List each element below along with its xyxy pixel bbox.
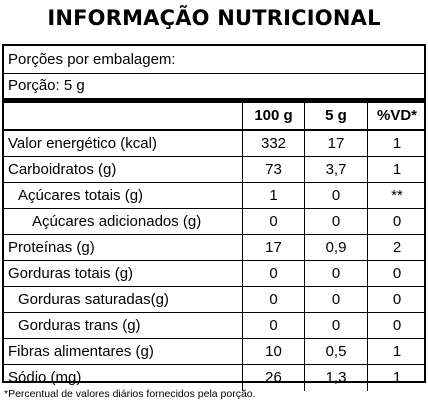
row-label: Proteínas (g) — [8, 239, 95, 256]
row-divider — [4, 208, 424, 209]
value-per-100g: 17 — [242, 235, 304, 261]
row-divider — [4, 338, 424, 339]
value-daily-percent: 0 — [367, 261, 426, 287]
value-per-100g: 1 — [242, 183, 304, 209]
value-per-100g: 0 — [242, 261, 304, 287]
nutrition-table: Porções por embalagem: Porção: 5 g 100 g… — [2, 44, 426, 391]
header-divider — [4, 129, 424, 131]
table-row: Proteínas (g) 17 0,9 2 — [4, 235, 424, 261]
value-per-100g: 0 — [242, 209, 304, 235]
row-divider — [4, 260, 424, 261]
page-title: INFORMAÇÃO NUTRICIONAL — [47, 6, 381, 30]
value-daily-percent: 1 — [367, 339, 426, 365]
row-label: Valor energético (kcal) — [8, 135, 157, 152]
value-per-100g: 10 — [242, 339, 304, 365]
value-per-portion: 3,7 — [304, 157, 367, 183]
column-header-vd: %VD* — [367, 103, 426, 129]
table-row: Sódio (mg) 26 1,3 1 — [4, 365, 424, 391]
value-daily-percent: 1 — [367, 131, 426, 157]
row-label: Açúcares adicionados (g) — [32, 213, 202, 230]
value-per-100g: 0 — [242, 313, 304, 339]
value-per-portion: 0,9 — [304, 235, 367, 261]
table-row: Gorduras trans (g) 0 0 0 — [4, 313, 424, 339]
row-divider — [4, 182, 424, 183]
value-per-100g: 73 — [242, 157, 304, 183]
serving-size: Porção: 5 g — [8, 77, 85, 94]
column-header-100g: 100 g — [242, 103, 304, 129]
row-divider — [4, 156, 424, 157]
row-divider — [4, 312, 424, 313]
value-daily-percent: 1 — [367, 157, 426, 183]
value-daily-percent: 0 — [367, 287, 426, 313]
table-row: Gorduras saturadas(g) 0 0 0 — [4, 287, 424, 313]
column-header-portion: 5 g — [304, 103, 367, 129]
table-row: Açúcares totais (g) 1 0 ** — [4, 183, 424, 209]
value-per-100g: 26 — [242, 365, 304, 391]
value-per-portion: 0,5 — [304, 339, 367, 365]
row-label: Gorduras trans (g) — [18, 317, 141, 334]
row-label: Sódio (mg) — [8, 369, 82, 386]
value-per-portion: 0 — [304, 183, 367, 209]
value-daily-percent: 0 — [367, 209, 426, 235]
footnote: *Percentual de valores diários fornecido… — [4, 388, 256, 400]
row-label: Fibras alimentares (g) — [8, 343, 154, 360]
value-daily-percent: ** — [367, 183, 426, 209]
thick-divider — [4, 98, 424, 103]
value-per-portion: 0 — [304, 209, 367, 235]
value-per-portion: 0 — [304, 261, 367, 287]
value-per-portion: 17 — [304, 131, 367, 157]
value-per-100g: 332 — [242, 131, 304, 157]
row-divider — [4, 364, 424, 365]
divider — [4, 73, 424, 74]
table-row: Gorduras totais (g) 0 0 0 — [4, 261, 424, 287]
row-label: Gorduras saturadas(g) — [18, 291, 169, 308]
value-daily-percent: 0 — [367, 313, 426, 339]
table-row: Fibras alimentares (g) 10 0,5 1 — [4, 339, 424, 365]
row-label: Gorduras totais (g) — [8, 265, 134, 282]
table-header: 100 g 5 g %VD* — [4, 103, 424, 129]
value-per-portion: 1,3 — [304, 365, 367, 391]
table-row: Valor energético (kcal) 332 17 1 — [4, 131, 424, 157]
header-blank — [4, 103, 242, 129]
row-label: Açúcares totais (g) — [18, 187, 144, 204]
servings-per-package: Porções por embalagem: — [8, 51, 176, 68]
value-per-100g: 0 — [242, 287, 304, 313]
value-per-portion: 0 — [304, 287, 367, 313]
table-row: Carboidratos (g) 73 3,7 1 — [4, 157, 424, 183]
table-row: Açúcares adicionados (g) 0 0 0 — [4, 209, 424, 235]
value-daily-percent: 2 — [367, 235, 426, 261]
row-divider — [4, 234, 424, 235]
row-divider — [4, 286, 424, 287]
value-per-portion: 0 — [304, 313, 367, 339]
row-label: Carboidratos (g) — [8, 161, 117, 178]
value-daily-percent: 1 — [367, 365, 426, 391]
